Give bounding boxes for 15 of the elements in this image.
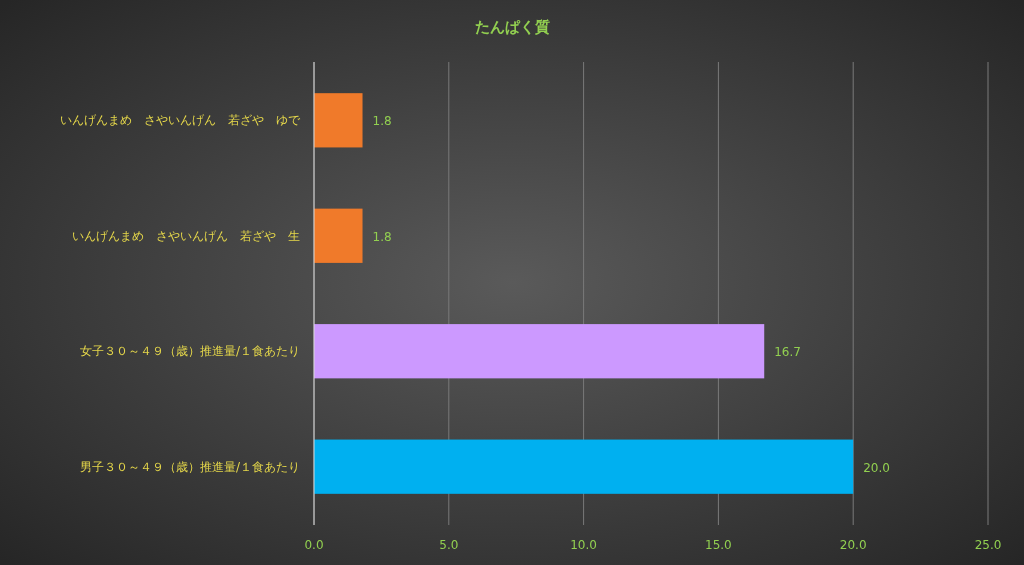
data-label: 20.0 [863,460,890,475]
y-tick-label: いんげんまめ さやいんげん 若ざや 生 [72,228,300,243]
x-tick-label: 0.0 [304,538,324,552]
y-tick-label: 女子３０～４９（歳）推進量/１食あたり [79,344,300,359]
data-label: 16.7 [774,345,801,360]
x-tick-label: 20.0 [839,538,867,552]
y-tick-label: いんげんまめ さやいんげん 若ざや ゆで [60,113,301,128]
x-tick-label: 5.0 [439,538,459,552]
x-tick-label: 15.0 [705,538,732,552]
x-tick-label: 10.0 [570,538,597,552]
chart-title: たんぱく質 [474,18,550,36]
data-label: 1.8 [372,114,392,129]
data-label: 1.8 [372,229,392,244]
x-tick-label: 25.0 [974,538,1002,552]
y-tick-label: 男子３０～４９（歳）推進量/１食あたり [79,459,300,474]
